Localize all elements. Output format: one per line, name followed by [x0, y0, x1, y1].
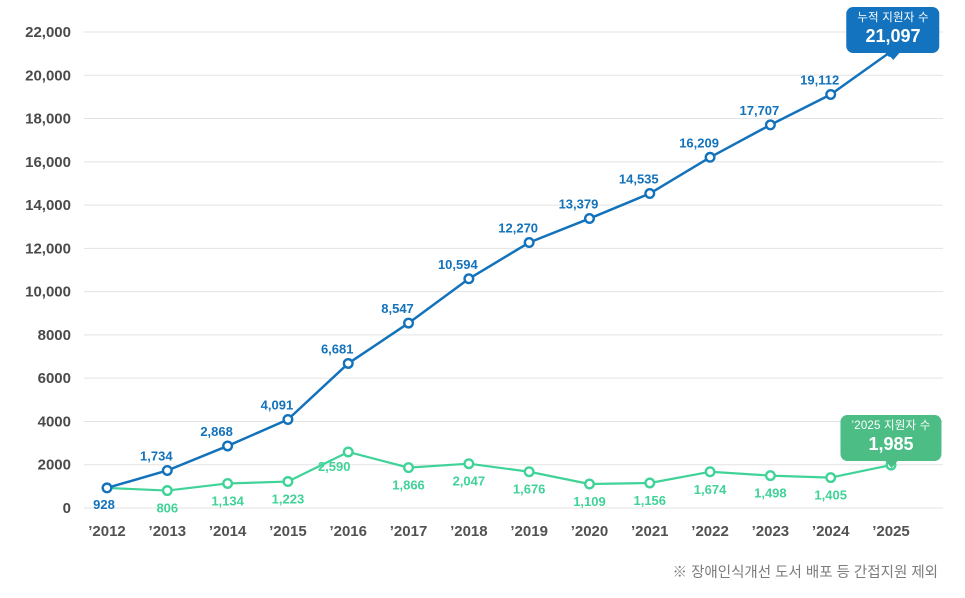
- yearly-badge-value: 1,985: [868, 434, 914, 455]
- yearly-line: [105, 450, 893, 492]
- yearly-point-marker: [403, 462, 415, 474]
- yearly-point-label: 806: [156, 501, 178, 516]
- y-tick-label: 18,000: [25, 111, 71, 128]
- cumulative-point-marker: [101, 482, 113, 494]
- y-tick-label: 8000: [38, 327, 71, 344]
- y-tick-label: 2000: [38, 457, 71, 474]
- y-tick-label: 22,000: [25, 24, 71, 41]
- yearly-point-label: 1,223: [272, 492, 305, 507]
- y-tick-label: 10,000: [25, 284, 71, 301]
- x-tick-label: ’2014: [209, 523, 247, 540]
- yearly-badge-title: ’2025 지원자 수: [851, 420, 931, 432]
- yearly-point-label: 2,047: [453, 474, 486, 489]
- yearly-point-marker: [764, 470, 776, 482]
- y-tick-label: 14,000: [25, 197, 71, 214]
- cumulative-point-label: 6,681: [321, 341, 354, 356]
- yearly-point-label: 1,866: [392, 478, 425, 493]
- yearly-point-marker: [463, 458, 475, 470]
- x-axis-labels: ’2012 ’2013 ’2014 ’2015 ’2016 ’2017 ’2018 ’2019…: [88, 523, 910, 540]
- y-tick-label: 0: [63, 500, 71, 517]
- yearly-point-label: 1,109: [573, 494, 606, 509]
- gridlines: [84, 31, 943, 509]
- yearly-point-label: 1,498: [754, 486, 787, 501]
- cumulative-point-marker: [523, 237, 535, 249]
- x-tick-label: ’2018: [450, 523, 488, 540]
- y-tick-label: 6000: [38, 370, 71, 387]
- x-tick-label: ’2016: [329, 523, 367, 540]
- cumulative-point-label: 8,547: [381, 301, 414, 316]
- yearly-point-marker: [222, 477, 234, 489]
- footnote: ※ 장애인식개선 도서 배포 등 간접지원 제외: [672, 565, 938, 581]
- y-axis-labels: 0 2000 4000 6000 8000 10,000 12,000 14,000 16,00…: [25, 24, 71, 517]
- cumulative-line: [105, 50, 893, 490]
- cumulative-point-label: 12,270: [498, 221, 538, 236]
- yearly-point-marker: [825, 472, 837, 484]
- yearly-point-label: 1,134: [211, 493, 244, 508]
- x-tick-label: ’2017: [390, 523, 428, 540]
- y-tick-label: 4000: [38, 413, 71, 430]
- cumulative-point-marker: [825, 88, 837, 100]
- yearly-point-marker: [342, 446, 354, 458]
- cumulative-point-label: 16,209: [679, 135, 719, 150]
- x-tick-label: ’2015: [269, 523, 307, 540]
- y-tick-label: 12,000: [25, 240, 71, 257]
- cumulative-total-badge: 누적 지원자 수 21,097: [846, 7, 940, 53]
- cumulative-point-label: 2,868: [200, 424, 233, 439]
- cumulative-badge-title: 누적 지원자 수: [857, 12, 929, 24]
- cumulative-point-label: 13,379: [559, 197, 599, 212]
- cumulative-badge-value: 21,097: [865, 26, 921, 47]
- cumulative-point-marker: [342, 357, 354, 369]
- cumulative-point-label: 4,091: [261, 397, 294, 412]
- cumulative-point-marker: [644, 188, 656, 200]
- yearly-point-marker: [644, 477, 656, 489]
- yearly-2025-badge: ’2025 지원자 수 1,985: [840, 415, 942, 461]
- cumulative-point-marker: [704, 151, 716, 163]
- yearly-point-label: 1,405: [814, 488, 847, 503]
- yearly-point-marker: [282, 476, 294, 488]
- cumulative-point-marker: [161, 464, 173, 476]
- yearly-point-label: 1,674: [694, 482, 727, 497]
- yearly-point-marker: [583, 478, 595, 490]
- y-tick-label: 16,000: [25, 154, 71, 171]
- cumulative-point-marker: [282, 413, 294, 425]
- x-tick-label: ’2023: [752, 523, 790, 540]
- yearly-point-label: 2,590: [318, 459, 351, 474]
- yearly-point-label: 1,156: [633, 493, 666, 508]
- cumulative-point-marker: [403, 317, 415, 329]
- yearly-point-label: 1,676: [513, 482, 546, 497]
- cumulative-point-label: 1,734: [140, 448, 173, 463]
- cumulative-point-label: 928: [93, 497, 115, 512]
- cumulative-point-marker: [764, 119, 776, 131]
- x-tick-label: ’2025: [872, 523, 910, 540]
- x-tick-label: ’2022: [691, 523, 729, 540]
- cumulative-point-marker: [222, 440, 234, 452]
- cumulative-point-label: 17,707: [740, 103, 780, 118]
- cumulative-point-label: 10,594: [438, 257, 479, 272]
- x-tick-label: ’2021: [631, 523, 669, 540]
- cumulative-point-marker: [583, 213, 595, 225]
- x-tick-label: ’2020: [571, 523, 609, 540]
- yearly-point-marker: [704, 466, 716, 478]
- yearly-point-marker: [161, 485, 173, 497]
- x-tick-label: ’2024: [812, 523, 850, 540]
- cumulative-point-label: 19,112: [800, 72, 839, 87]
- y-tick-label: 20,000: [25, 67, 71, 84]
- cumulative-point-marker: [463, 273, 475, 285]
- x-tick-label: ’2019: [510, 523, 548, 540]
- x-tick-label: ’2012: [88, 523, 126, 540]
- cumulative-point-label: 14,535: [619, 172, 659, 187]
- yearly-point-marker: [523, 466, 535, 478]
- x-tick-label: ’2013: [149, 523, 187, 540]
